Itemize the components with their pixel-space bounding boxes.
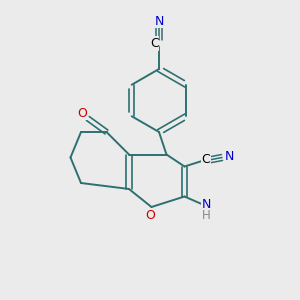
- Text: N: N: [224, 149, 234, 163]
- Text: N: N: [202, 197, 211, 211]
- Text: O: O: [145, 209, 155, 222]
- Text: C: C: [202, 153, 211, 166]
- Text: H: H: [202, 208, 211, 222]
- Text: O: O: [78, 106, 87, 120]
- Text: C: C: [150, 37, 159, 50]
- Text: N: N: [154, 15, 164, 28]
